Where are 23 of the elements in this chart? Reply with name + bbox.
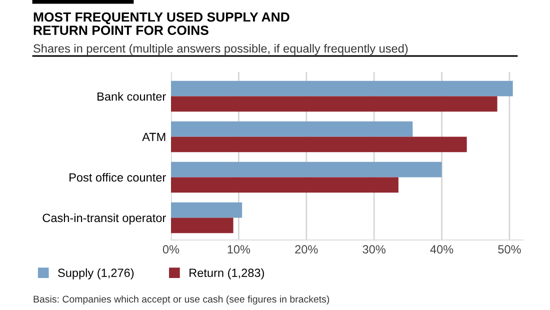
bar [171,80,513,96]
x-tick-label: 40% [430,245,454,254]
bar [171,121,413,137]
y-tick-label: Post office counter [70,172,166,182]
chart-subtitle: Shares in percent (multiple answers possible, if equally frequently used) [34,44,408,56]
y-tick-label: Bank counter [98,92,166,101]
x-tick-label: 50% [498,245,521,254]
text: Basis: Companies which accept or use cash (see figures in brackets) [34,295,330,305]
legend-label: Supply (1,276) [58,268,134,280]
chart-title: MOST FREQUENTLY USED SUPPLY AND RETURN POINT FOR COINS [34,12,290,35]
bar [171,202,242,218]
x-tick-label: 0% [162,245,180,254]
bar [171,96,498,112]
x-tick-label: 20% [295,245,318,254]
bar [171,162,442,178]
bar [171,218,234,234]
x-tick-label: 30% [362,245,386,254]
bar [171,177,398,193]
y-tick-label: ATM [142,132,166,142]
legend-label: Return (1,283) [190,268,264,280]
y-tick-label: Cash-in-transit operator [42,213,166,224]
bar [171,136,467,152]
x-tick-label: 10% [228,245,250,254]
